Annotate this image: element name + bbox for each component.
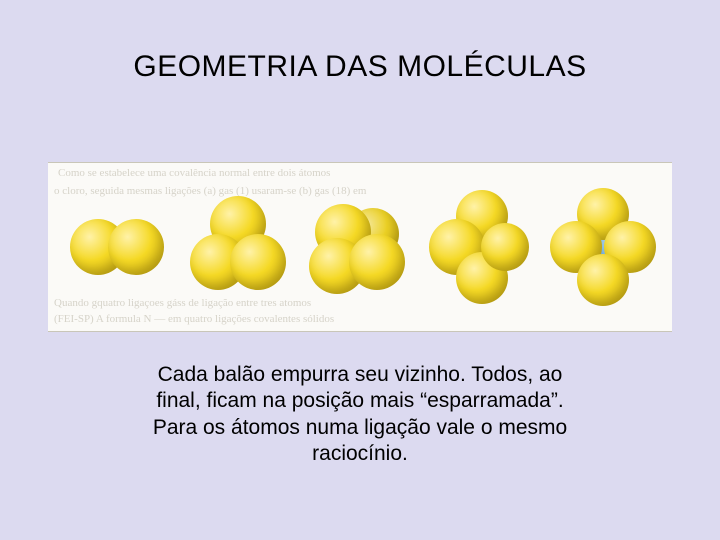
yellow-sphere [481,223,529,271]
page-title: GEOMETRIA DAS MOLÉCULAS [0,0,720,84]
yellow-sphere [577,254,629,306]
caption-line: raciocínio. [312,442,408,465]
caption-line: Para os átomos numa ligação vale o mesmo [153,416,567,439]
molecule-octahedral-6 [548,192,658,302]
molecule-linear-2 [62,192,172,302]
yellow-sphere [230,234,286,290]
molecule-trigonal-3 [183,192,293,302]
caption-line: final, ficam na posição mais “esparramad… [156,389,563,412]
yellow-sphere [349,234,405,290]
caption-line: Cada balão empurra seu vizinho. Todos, a… [158,363,563,386]
molecule-trigonal-bipyramidal-5 [427,192,537,302]
yellow-sphere [108,219,164,275]
molecule-figure: Como se estabelece uma covalência normal… [48,162,672,332]
caption: Cada balão empurra seu vizinho. Todos, a… [90,362,630,467]
molecule-tetra-4 [305,192,415,302]
